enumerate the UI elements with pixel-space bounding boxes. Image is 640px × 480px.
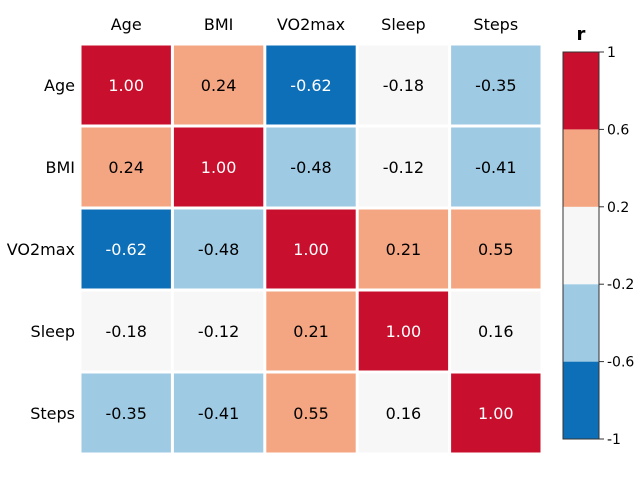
cell-value-label: -0.12 — [198, 322, 239, 341]
heatmap-cell — [266, 291, 356, 371]
cell-value-label: -0.48 — [290, 158, 331, 177]
heatmap-cell — [266, 127, 356, 207]
cell-value-label: 0.24 — [201, 76, 237, 95]
cell-value-label: 0.55 — [293, 404, 329, 423]
cell-value-label: 1.00 — [293, 240, 329, 259]
heatmap-cell — [81, 127, 171, 207]
colorbar-tick-label: -0.6 — [607, 355, 634, 371]
heatmap-cell — [81, 291, 171, 371]
heatmap-cell — [451, 209, 541, 289]
cell-value-label: 0.16 — [478, 322, 514, 341]
row-label: Steps — [30, 404, 75, 423]
cell-value-label: -0.62 — [290, 76, 331, 95]
heatmap-cell — [358, 291, 449, 371]
colorbar-tick-label: 1 — [607, 45, 616, 61]
heatmap-cell — [451, 45, 541, 125]
heatmap-cell — [266, 209, 356, 289]
heatmap-cell — [358, 127, 449, 207]
colorbar-tick-label: -0.2 — [607, 277, 634, 293]
row-label: VO2max — [7, 240, 75, 259]
heatmap-cell — [451, 291, 541, 371]
column-label: VO2max — [277, 15, 345, 34]
colorbar-segment — [563, 52, 599, 130]
column-label: Sleep — [381, 15, 425, 34]
heatmap-cell — [173, 291, 264, 371]
cell-value-label: -0.18 — [383, 76, 424, 95]
colorbar-segment — [563, 206, 599, 285]
colorbar-segment — [563, 284, 599, 362]
cell-value-label: 1.00 — [201, 158, 237, 177]
heatmap-cell — [81, 45, 171, 125]
cell-value-label: -0.62 — [105, 240, 146, 259]
colorbar-title: r — [577, 24, 586, 45]
column-label: Age — [111, 15, 142, 34]
cell-value-label: 0.16 — [386, 404, 422, 423]
cell-value-label: -0.48 — [198, 240, 239, 259]
cell-value-label: 0.24 — [108, 158, 144, 177]
heatmap-cell — [266, 45, 356, 125]
cell-value-label: 1.00 — [386, 322, 422, 341]
colorbar-segment — [563, 129, 599, 207]
colorbar-segment — [563, 361, 599, 439]
cell-value-label: -0.41 — [198, 404, 239, 423]
cell-value-label: 1.00 — [108, 76, 144, 95]
heatmap-cell — [173, 45, 264, 125]
heatmap-cell — [266, 373, 356, 453]
heatmap-cell — [173, 127, 264, 207]
heatmap-cell — [173, 373, 264, 453]
colorbar-outline — [562, 51, 600, 440]
heatmap-cells: 1.00 0.24 -0.62 -0.18 -0.35 0.24 1.00 -0.48 -0.1… — [81, 45, 541, 453]
cell-value-label: 0.55 — [478, 240, 514, 259]
heatmap-cell — [173, 209, 264, 289]
row-label: Age — [44, 76, 75, 95]
colorbar-tick-label: 0.2 — [607, 200, 629, 216]
column-labels: Age BMI VO2max Sleep Steps — [111, 15, 518, 34]
cell-value-label: -0.41 — [475, 158, 516, 177]
cell-value-label: -0.12 — [383, 158, 424, 177]
heatmap-cell — [451, 373, 541, 453]
row-label: Sleep — [31, 322, 75, 341]
row-label: BMI — [46, 158, 76, 177]
heatmap-cell — [81, 209, 171, 289]
colorbar-tick-label: -1 — [607, 432, 621, 448]
column-label: Steps — [473, 15, 518, 34]
heatmap-cell — [358, 45, 449, 125]
heatmap-cell — [358, 373, 449, 453]
cell-value-label: -0.35 — [105, 404, 146, 423]
cell-value-label: -0.18 — [105, 322, 146, 341]
cell-value-label: 0.21 — [386, 240, 422, 259]
cell-value-label: 0.21 — [293, 322, 329, 341]
column-label: BMI — [204, 15, 234, 34]
cell-value-label: -0.35 — [475, 76, 516, 95]
heatmap-cell — [358, 209, 449, 289]
row-labels: Age BMI VO2max Sleep Steps — [7, 76, 75, 423]
heatmap-cell — [451, 127, 541, 207]
colorbar-tick-label: 0.6 — [607, 122, 629, 138]
cell-value-label: 1.00 — [478, 404, 514, 423]
heatmap-cell — [81, 373, 171, 453]
colorbar: -1 -0.6 -0.2 0.2 0.6 1 r — [562, 24, 634, 448]
